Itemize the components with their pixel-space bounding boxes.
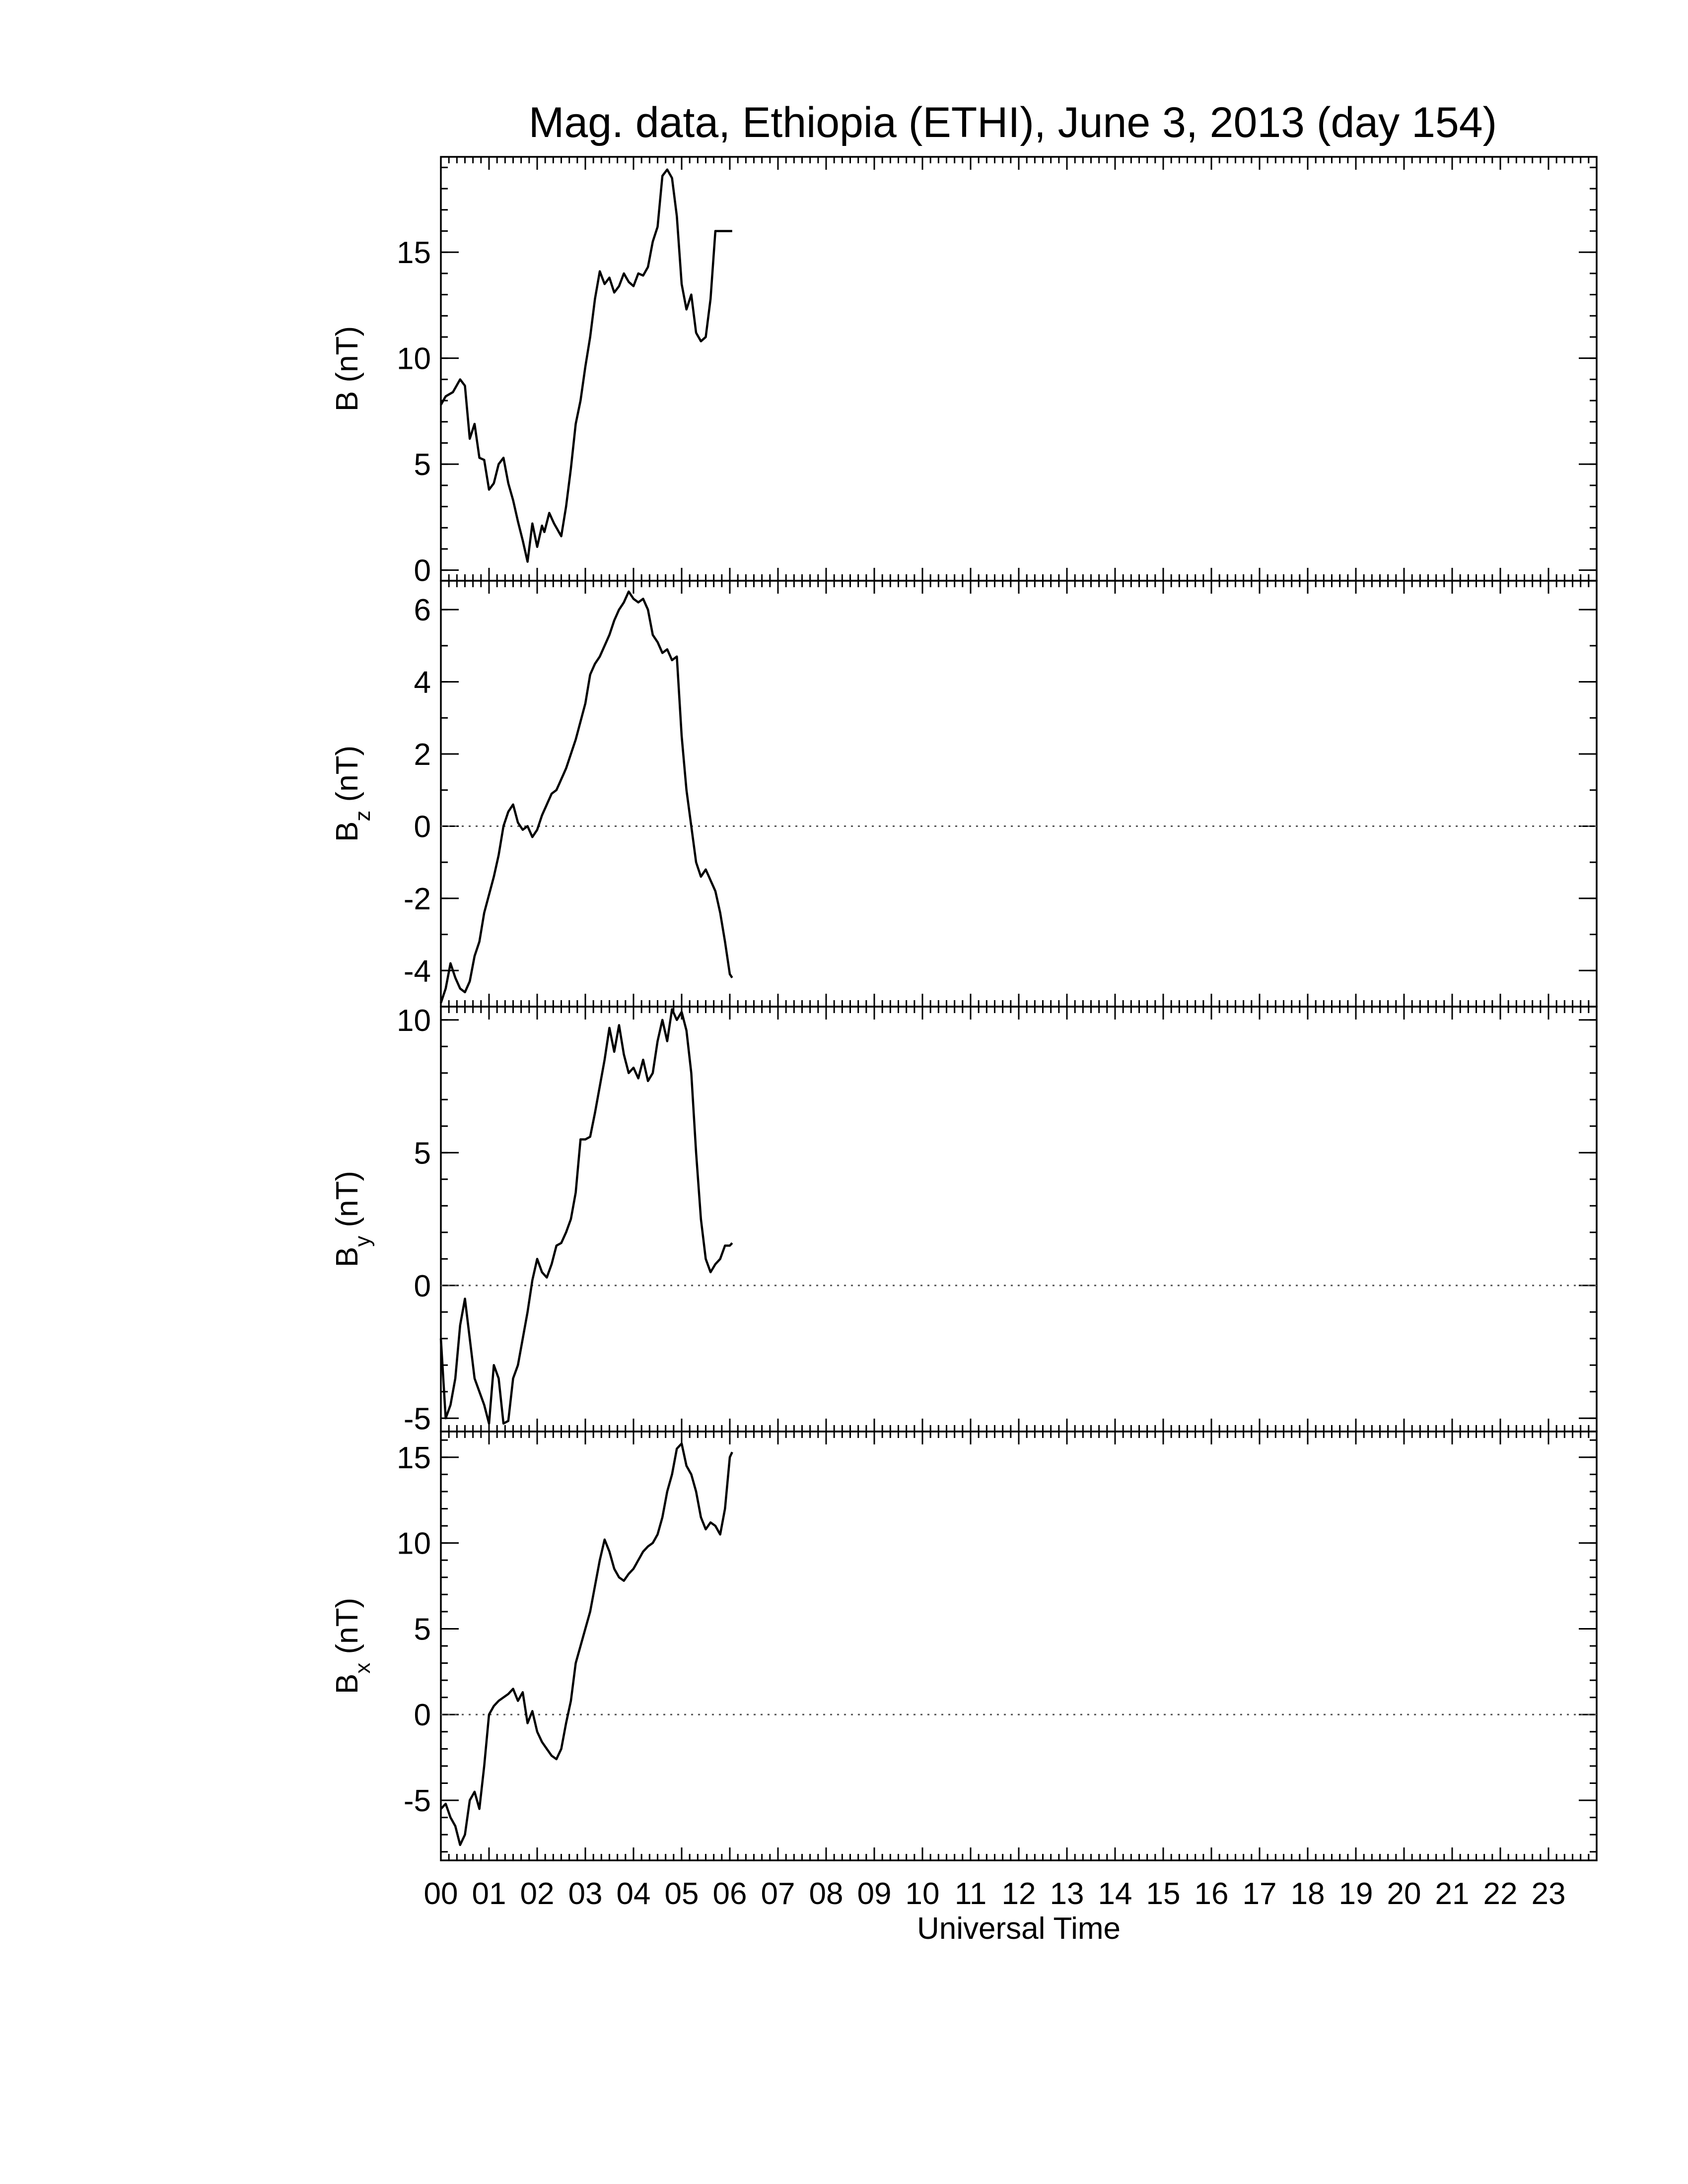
- x-tick-label: 08: [809, 1877, 844, 1911]
- y-tick-label: 0: [414, 1269, 431, 1303]
- x-tick-label: 17: [1243, 1877, 1277, 1911]
- panel-2: -4 -2 0 2 4 6 Bz (nT): [330, 580, 1598, 1008]
- y-tick-label: 5: [414, 1612, 431, 1646]
- x-tick-label: 04: [617, 1877, 651, 1911]
- panel-frame: [440, 156, 1598, 582]
- data-series-line: [440, 168, 732, 563]
- x-tick-label: 13: [1050, 1877, 1084, 1911]
- y-axis-title-subscript: y: [351, 1236, 375, 1247]
- x-tick-label: 01: [472, 1877, 506, 1911]
- panel-frame: [440, 1431, 1598, 1861]
- y-tick-label: 10: [397, 1527, 431, 1561]
- x-axis-title: Universal Time: [917, 1911, 1121, 1946]
- y-axis-title-subscript: z: [351, 811, 375, 821]
- y-axis-title-subscript: x: [351, 1663, 375, 1674]
- y-tick-label: 6: [414, 593, 431, 627]
- y-tick-label: -5: [404, 1402, 431, 1436]
- x-tick-label: 14: [1098, 1877, 1132, 1911]
- x-tick-label: 16: [1195, 1877, 1229, 1911]
- y-tick-label: 5: [414, 448, 431, 482]
- chart-title: Mag. data, Ethiopia (ETHI), June 3, 2013…: [529, 99, 1497, 146]
- x-tick-label: 23: [1532, 1877, 1566, 1911]
- x-tick-label: 21: [1435, 1877, 1470, 1911]
- x-tick-label: 15: [1146, 1877, 1181, 1911]
- y-axis-title-unit: (nT): [330, 326, 364, 391]
- y-tick-label: 0: [414, 554, 431, 588]
- y-axis-title-unit: (nT): [330, 746, 364, 811]
- y-axis-title: Bx (nT): [330, 1598, 375, 1694]
- x-tick-label: 20: [1387, 1877, 1421, 1911]
- x-tick-label: 09: [857, 1877, 892, 1911]
- panel-3: -5 0 5 10 By (nT): [330, 1004, 1598, 1436]
- data-series-line: [439, 1008, 733, 1425]
- x-tick-label: 00: [424, 1877, 458, 1911]
- y-axis-title: B (nT): [330, 326, 364, 411]
- x-tick-label: 02: [520, 1877, 555, 1911]
- x-tick-label: 19: [1339, 1877, 1373, 1911]
- x-tick-label: 18: [1291, 1877, 1325, 1911]
- x-tick-label: 07: [761, 1877, 795, 1911]
- y-axis-title: Bz (nT): [330, 746, 375, 842]
- x-tick-label: 12: [1002, 1877, 1036, 1911]
- x-tick-labels: 00 01 02 03 04 05 06 07 08 09 10 11 12 13 14 15 16 17 18 19…: [424, 1877, 1566, 1911]
- x-tick-label: 22: [1483, 1877, 1518, 1911]
- y-axis-title-main: B: [330, 391, 364, 411]
- y-tick-label: -5: [404, 1784, 431, 1818]
- y-axis-title-unit: (nT): [330, 1598, 364, 1663]
- plot-panels: 0 5 10 15 B (nT) -4 -2 0 2 4 6 Bz (nT) -5 0 5 10 By (nT)…: [330, 156, 1598, 1861]
- y-tick-label: 0: [414, 1698, 431, 1732]
- y-axis-title-main: B: [330, 821, 364, 842]
- y-tick-label: 15: [397, 236, 431, 270]
- y-tick-label: -4: [404, 954, 431, 988]
- y-tick-label: -2: [404, 882, 431, 916]
- panel-1: 0 5 10 15 B (nT): [330, 156, 1598, 588]
- x-tick-label: 10: [906, 1877, 940, 1911]
- y-tick-label: 4: [414, 666, 431, 700]
- y-tick-label: 10: [397, 1004, 431, 1038]
- y-tick-label: 5: [414, 1136, 431, 1170]
- y-axis-title: By (nT): [330, 1171, 375, 1267]
- y-tick-label: 0: [414, 810, 431, 844]
- y-axis-title-unit: (nT): [330, 1171, 364, 1236]
- x-tick-label: 03: [568, 1877, 603, 1911]
- y-tick-label: 10: [397, 342, 431, 376]
- x-tick-label: 06: [713, 1877, 747, 1911]
- y-tick-label: 2: [414, 738, 431, 772]
- x-tick-label: 05: [665, 1877, 699, 1911]
- x-tick-label: 11: [955, 1877, 986, 1911]
- panel-4: -5 0 5 10 15 Bx (nT): [330, 1431, 1598, 1861]
- y-tick-label: 15: [397, 1441, 431, 1475]
- panel-frame: [440, 1006, 1598, 1433]
- data-series-line: [439, 590, 733, 1004]
- panel-frame: [440, 580, 1598, 1008]
- y-axis-title-main: B: [330, 1247, 364, 1267]
- data-series-line: [440, 1442, 733, 1846]
- y-axis-title-main: B: [330, 1674, 364, 1694]
